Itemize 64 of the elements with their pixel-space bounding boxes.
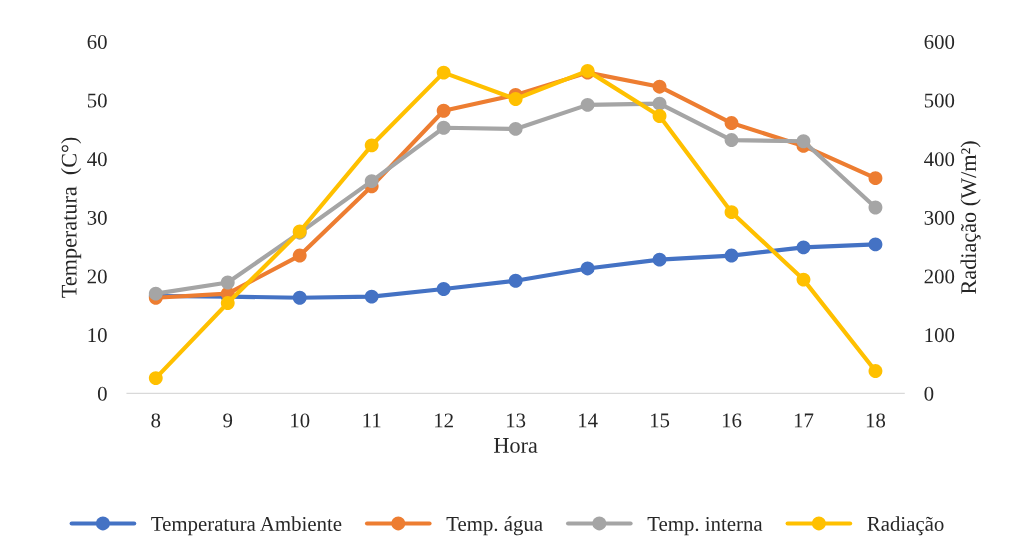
x-tick-label: 15 [650, 413, 670, 428]
y2-tick-label: 500 [924, 93, 955, 108]
point [724, 116, 739, 130]
legend-label: Temp. água [446, 516, 543, 536]
point [508, 121, 523, 136]
point [292, 290, 307, 305]
point [220, 275, 235, 290]
point [724, 248, 739, 263]
x-tick-label: 13 [507, 413, 526, 428]
y2-tick-label: 0 [924, 386, 934, 401]
y-axis-title: Temperatura (C°) [61, 137, 82, 298]
point [652, 79, 667, 94]
point [796, 240, 811, 255]
y2-axis-title: Radiação (W/m²) [960, 141, 981, 294]
point [436, 282, 451, 296]
point [652, 96, 667, 111]
y-tick-label: 20 [87, 269, 107, 284]
x-tick-label: 8 [151, 413, 161, 428]
point [652, 109, 667, 123]
x-tick-label: 18 [866, 413, 886, 428]
point [868, 171, 883, 186]
point [148, 371, 163, 386]
y-tick-label: 40 [87, 152, 107, 167]
point [796, 272, 811, 287]
point [292, 248, 307, 263]
point [580, 97, 595, 112]
point [724, 205, 739, 220]
point [580, 261, 595, 276]
legend-label: Temperatura Ambiente [151, 516, 342, 536]
point [364, 174, 379, 189]
y-tick-label: 60 [87, 34, 107, 49]
x-tick-label: 12 [435, 413, 453, 428]
legend-label: Radiação [867, 516, 944, 536]
x-tick-label: 9 [223, 413, 233, 428]
point [436, 120, 451, 135]
y2-tick-label: 200 [924, 269, 955, 284]
point [436, 65, 451, 80]
point [652, 252, 667, 267]
y2-tick-label: 600 [924, 34, 955, 49]
y-tick-label: 30 [87, 210, 107, 225]
y-tick-label: 0 [97, 386, 107, 401]
x-tick-label: 16 [722, 413, 742, 428]
y-tick-label: 50 [87, 93, 107, 108]
point [868, 364, 883, 378]
point [508, 273, 523, 288]
y2-tick-label: 300 [924, 210, 955, 225]
y-tick-label: 10 [88, 328, 107, 343]
x-tick-label: 17 [794, 413, 814, 428]
point [436, 103, 451, 118]
legend-label: Temp. interna [647, 516, 763, 536]
point [364, 289, 379, 304]
point [364, 138, 379, 153]
x-axis-title: Hora [494, 438, 538, 453]
point [796, 134, 811, 149]
y2-tick-label: 400 [924, 152, 955, 167]
point [724, 133, 739, 147]
point [868, 237, 883, 252]
x-tick-label: 14 [579, 413, 598, 428]
y2-tick-label: 100 [925, 328, 955, 343]
point [220, 296, 235, 310]
point [508, 92, 523, 106]
x-tick-label: 11 [363, 413, 381, 428]
point [868, 200, 883, 215]
x-tick-label: 10 [291, 413, 310, 428]
